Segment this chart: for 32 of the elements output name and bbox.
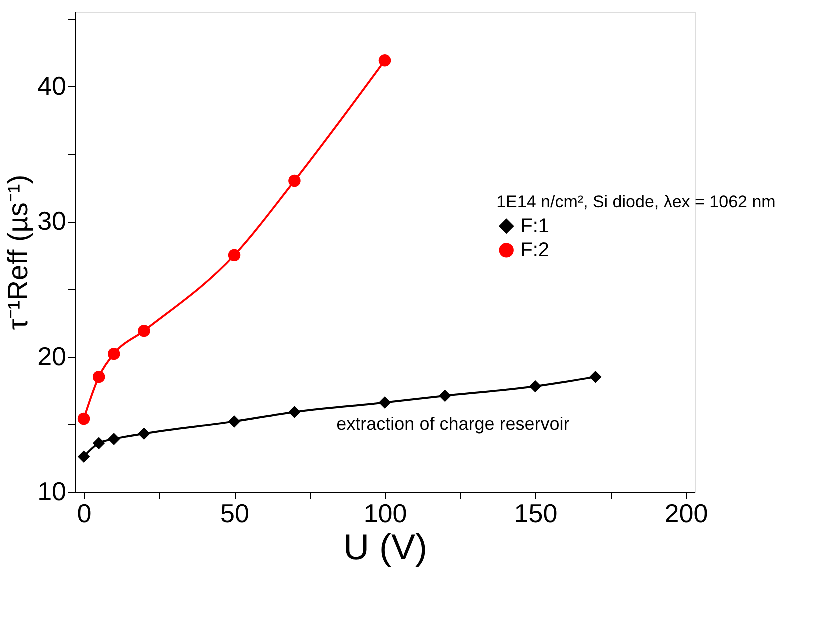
point (590, 370, 602, 384)
legend-label: F:2 (520, 239, 550, 262)
x-tick-label: 150 (514, 498, 558, 528)
x-axis-title: U (V) (344, 526, 428, 568)
point (228, 249, 241, 262)
y-axis-title: τ⁻¹Reff (µs⁻¹) (2, 174, 34, 330)
point (288, 406, 301, 418)
point (439, 390, 452, 402)
y-tick-label: 30 (38, 206, 66, 236)
point (228, 416, 241, 428)
point (78, 412, 90, 426)
x-tick-label: 200 (664, 498, 708, 528)
annotation: extraction of charge reservoir (336, 414, 570, 434)
legend-label: F:1 (520, 215, 550, 238)
x-tick-label: 100 (364, 498, 408, 528)
point (138, 428, 150, 440)
point (108, 433, 120, 446)
x-tick-label: 50 (220, 498, 250, 528)
x-tick-label: 0 (77, 498, 92, 528)
point (108, 348, 120, 360)
point (78, 450, 90, 463)
point (92, 370, 106, 384)
point (378, 54, 392, 67)
point (288, 174, 301, 188)
legend-title: 1E14 n/cm², Si diode, λex = 1062 nm (496, 192, 776, 212)
y-tick-label: 40 (38, 70, 66, 101)
point (138, 324, 150, 338)
point (529, 380, 542, 393)
point (92, 437, 106, 450)
y-tick-label: 20 (38, 341, 66, 372)
y-tick-label: 10 (38, 476, 66, 506)
point (378, 396, 392, 409)
